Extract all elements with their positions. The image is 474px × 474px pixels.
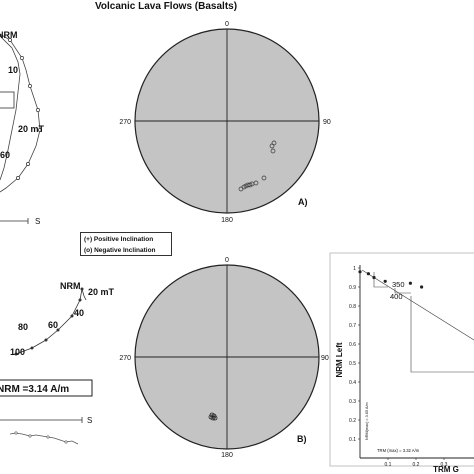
left-top-path-a [0,33,41,193]
left-bottom-point [30,346,34,350]
stereonet-bottom-label-0: 0 [225,257,229,264]
left-bottom-point [56,328,60,332]
left-bottom-nrm-label: NRM [60,281,81,291]
arai-label-350: 350 [392,280,405,289]
stereonet-top-label-90: 90 [323,119,331,126]
arai-y-ticks: 0.1 0.2 0.3 0.4 0.5 0.6 0.7 0.8 0.9 1 [349,266,360,443]
arai-points [358,270,424,289]
legend-negative-inclination: (o) Negative Inclination [84,247,156,254]
direction-point [261,175,267,181]
direction-point [253,180,259,186]
stereonet-top-label-270: 270 [119,119,131,126]
arai-plot-frame [329,252,474,467]
inclination-legend: (+) Positive Inclination (o) Negative In… [80,232,172,256]
left-top-label-box [0,91,15,109]
nrm-value-label: NRM =3.14 A/m [0,384,69,395]
arai-xlabel: TRM G [433,465,459,474]
left-top-point [36,108,40,112]
left-bottom-step-40: 40 [74,308,84,318]
stereonet-top-panel-label: A) [298,197,308,207]
stereonet-top-label-180: 180 [221,217,233,224]
arai-x-ticks: 0.1 0.2 0.3 [385,458,448,468]
direction-point [270,148,276,154]
stereonet-top: 0 90 180 270 A) [119,21,331,224]
left-top-point [8,38,12,42]
arai-y-tick-label: 0.4 [349,380,356,386]
arai-nrm-note: NRM(max) = 3.65 A/m [365,402,369,440]
arai-check-step [394,288,411,294]
stereonet-bottom-label-180: 180 [221,452,233,459]
left-top-point [16,176,20,180]
left-bottom-trace-point [46,435,50,439]
arai-data-point [372,275,376,280]
arai-plot: 0.1 0.2 0.3 0.4 0.5 0.6 0.7 0.8 0.9 1 0.1 0.2 0.3 N… [329,252,474,474]
nrm-value-box [0,379,93,397]
arai-y-tick-label: 0.3 [349,399,356,405]
arai-trm-note: TRM (max) = 3.32 A/m [377,448,420,453]
arai-data-point [383,279,387,283]
stereonet-top-label-0: 0 [225,21,229,28]
direction-point [271,140,277,146]
left-bottom-trace-point [28,434,32,438]
stereonet-bottom: 0 90 180 270 B) [119,257,329,459]
stereonet-bottom-label-90: 90 [321,355,329,362]
left-bottom-step-80: 80 [18,322,28,332]
arai-y-tick-label: 0.7 [349,323,356,329]
left-bottom-step-100: 100 [10,347,25,357]
left-top-step-10: 10 [8,65,18,75]
left-top-step-60: 60 [0,150,10,160]
stereonet-bottom-panel-label: B) [297,434,307,444]
arai-x-tick-label: 0.3 [441,462,448,468]
legend-positive-inclination: (+) Positive Inclination [84,236,154,243]
left-top-point [38,128,42,132]
arai-fit-line [361,269,474,341]
left-top-nrm-label: NRM [0,30,18,40]
arai-data-point [408,281,412,285]
arai-y-tick-label: 1 [353,266,356,272]
left-top-step-20: 20 mT [18,124,45,134]
left-top-path-b [0,35,21,181]
left-bottom-point [80,287,84,291]
arai-y-tick-label: 0.1 [349,437,356,443]
left-bottom-point [14,352,18,356]
arai-x-tick-label: 0.2 [413,462,420,468]
arai-y-tick-label: 0.2 [349,418,356,424]
left-bottom-point [78,298,82,302]
arai-data-point [420,285,424,289]
arai-check-step [410,296,474,373]
left-top-point [20,56,24,60]
left-bottom-step-20: 20 mT [88,287,115,297]
left-bottom-zijderveld: NRM 20 mT 40 60 80 100 NRM =3.14 A/m S [0,281,115,445]
left-bottom-trace-point [14,431,18,435]
arai-y-tick-label: 0.5 [349,361,356,367]
arai-data-point [366,272,370,276]
left-top-zijderveld: NRM 10 20 mT 60 S [0,30,45,226]
left-bottom-point [44,338,48,342]
arai-ylabel: NRM Left [335,342,344,377]
arai-y-tick-label: 0.8 [349,304,356,310]
left-bottom-step-60: 60 [48,320,58,330]
left-top-point [26,162,30,166]
stereonet-bottom-points [208,412,218,421]
arai-y-tick-label: 0.6 [349,342,356,348]
arai-y-tick-label: 0.9 [349,285,356,291]
left-bottom-trace [9,432,79,445]
direction-point [208,414,214,420]
figure-title: Volcanic Lava Flows (Basalts) [95,1,237,12]
left-bottom-point [70,314,74,318]
left-bottom-path-b [81,288,87,301]
left-top-axis-s: S [35,217,40,226]
left-bottom-axis-s: S [87,416,92,425]
left-top-point [28,84,32,88]
arai-x-tick-label: 0.1 [385,462,392,468]
arai-data-point [358,270,362,274]
stereonet-bottom-label-270: 270 [119,355,131,362]
stereonet-top-points [238,140,277,192]
left-bottom-trace-point [64,440,68,444]
arai-label-400: 400 [390,292,403,301]
